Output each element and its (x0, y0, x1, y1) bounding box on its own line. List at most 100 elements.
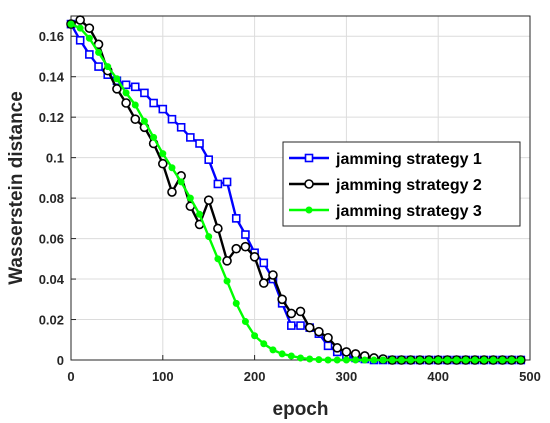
data-point (295, 306, 306, 317)
data-point (204, 155, 213, 164)
data-point (150, 133, 158, 141)
data-point (258, 278, 269, 288)
data-point (186, 133, 195, 142)
x-tick-label: 300 (336, 369, 358, 384)
data-point (149, 98, 158, 108)
y-tick-label: 0.04 (39, 272, 65, 287)
x-tick-label: 400 (427, 369, 449, 384)
data-point (268, 270, 278, 280)
data-point (407, 356, 415, 364)
data-point (489, 356, 497, 364)
y-tick-label: 0.02 (39, 313, 64, 328)
data-point (462, 356, 470, 364)
legend-marker (305, 206, 313, 214)
series-3 (67, 20, 525, 364)
data-point (121, 80, 131, 90)
data-point (223, 277, 231, 285)
legend: jamming strategy 1 jamming strategy 2 jamm… (282, 141, 521, 227)
data-point (84, 23, 95, 33)
data-point (508, 356, 516, 364)
data-point (425, 356, 433, 364)
data-point (517, 356, 525, 364)
data-point (203, 195, 214, 205)
x-axis-label: epoch (273, 399, 329, 420)
legend-label: jamming strategy 1 (335, 151, 482, 168)
data-point (333, 356, 341, 364)
data-point (131, 101, 139, 109)
data-point (287, 321, 296, 330)
y-axis-label: Wasserstein distance (6, 91, 27, 285)
data-point (342, 356, 350, 364)
data-point (113, 75, 121, 83)
data-point (76, 24, 84, 32)
data-point (167, 187, 177, 197)
data-point (67, 20, 75, 28)
data-point (130, 114, 141, 124)
data-point (112, 84, 122, 94)
data-point (205, 233, 213, 241)
data-point (314, 326, 324, 337)
data-point (260, 340, 268, 348)
data-point (434, 356, 442, 364)
legend-label: jamming strategy 2 (335, 177, 482, 194)
data-point (443, 356, 451, 364)
legend-label: jamming strategy 3 (335, 203, 482, 220)
data-point (222, 256, 232, 266)
data-point (159, 150, 167, 158)
data-point (232, 299, 240, 307)
data-point (498, 356, 506, 364)
data-point (370, 356, 378, 364)
legend-marker (304, 179, 314, 189)
data-point (176, 122, 186, 132)
data-point (249, 251, 260, 262)
y-tick-label: 0.08 (39, 191, 64, 206)
legend-marker (304, 153, 314, 163)
data-point (140, 88, 149, 98)
data-point (241, 318, 249, 326)
data-point (240, 241, 251, 252)
data-point (186, 194, 194, 202)
data-point (85, 50, 94, 59)
data-point (323, 341, 333, 351)
y-tick-label: 0.14 (39, 70, 65, 85)
data-point (167, 114, 177, 124)
data-point (453, 356, 461, 364)
data-point (287, 352, 295, 360)
data-point (75, 35, 85, 45)
data-point (231, 214, 241, 223)
data-point (177, 178, 185, 186)
data-point (94, 62, 103, 71)
data-point (168, 164, 176, 172)
data-point (259, 258, 269, 268)
data-point (196, 210, 204, 218)
data-point (85, 34, 93, 42)
data-point (332, 343, 343, 353)
data-point (361, 356, 369, 364)
data-point (130, 82, 140, 92)
data-point (213, 223, 223, 234)
data-point (195, 139, 204, 148)
data-point (241, 230, 250, 239)
data-point (104, 63, 112, 71)
data-point (352, 356, 360, 364)
data-point (286, 308, 297, 319)
x-tick-label: 0 (67, 369, 74, 384)
data-point (251, 332, 259, 340)
data-point (397, 356, 405, 364)
data-point (480, 356, 488, 364)
data-point (269, 346, 277, 354)
data-point (75, 15, 85, 25)
data-point (214, 255, 222, 263)
data-point (158, 104, 168, 114)
y-tick-label: 0.1 (46, 151, 64, 166)
data-point (471, 356, 479, 364)
data-point (277, 294, 287, 305)
axis-ticks: 0 100 200 300 400 500 0 0.02 0.04 0.06 0.08 0.1 0.12… (39, 29, 541, 384)
data-point (278, 350, 286, 358)
data-point (324, 356, 332, 364)
data-point (379, 356, 387, 364)
data-point (140, 117, 148, 125)
data-point (306, 355, 314, 363)
data-point (341, 347, 352, 357)
